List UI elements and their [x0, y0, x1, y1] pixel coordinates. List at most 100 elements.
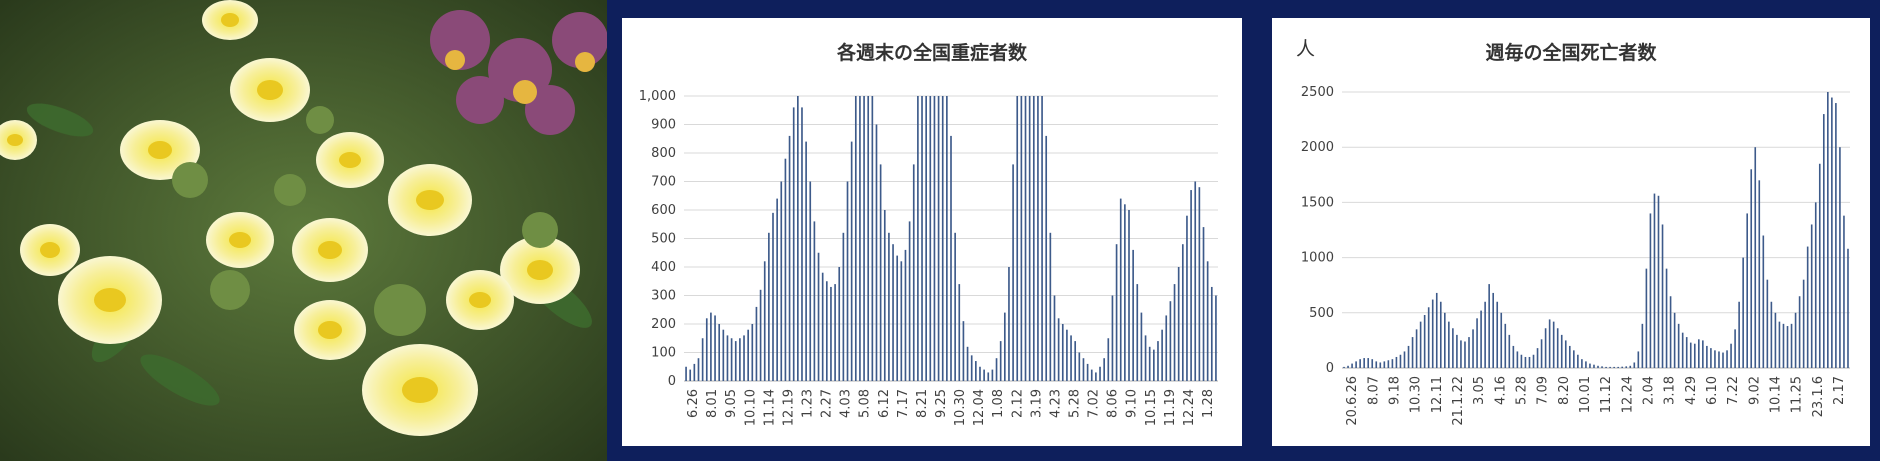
x-tick-label: 10.10 — [743, 389, 758, 426]
bar — [739, 338, 741, 381]
bar — [817, 252, 820, 381]
bar — [1512, 345, 1515, 368]
flower-photo — [0, 0, 607, 461]
bar — [1194, 181, 1197, 381]
bar — [1782, 323, 1785, 368]
bar — [1504, 323, 1507, 368]
y-tick-label: 200 — [651, 317, 676, 332]
x-tick-label: 21.1.22 — [1451, 376, 1466, 426]
bar — [689, 369, 692, 381]
bar — [1827, 92, 1829, 368]
bar — [1794, 312, 1797, 368]
x-tick-label: 7.09 — [1536, 376, 1551, 405]
bar — [888, 232, 890, 381]
bar — [1153, 349, 1155, 381]
bar — [1605, 366, 1607, 368]
bar — [1165, 315, 1168, 381]
bar — [1766, 279, 1769, 368]
x-tick-label: 9.18 — [1387, 376, 1402, 405]
bar — [904, 249, 907, 381]
bar — [995, 358, 998, 381]
bar — [1593, 364, 1595, 368]
bar — [1544, 328, 1547, 368]
bar — [1415, 329, 1418, 368]
bar — [1202, 227, 1205, 381]
bar — [1492, 292, 1494, 368]
bar — [1500, 312, 1503, 368]
bar — [1589, 363, 1591, 368]
bar — [1661, 224, 1664, 368]
bar — [1814, 202, 1817, 368]
bar — [983, 369, 985, 381]
bar — [776, 198, 778, 381]
x-tick-label: 7.02 — [1087, 389, 1102, 418]
bar — [1103, 358, 1105, 381]
bar — [1810, 224, 1813, 368]
bar — [1041, 96, 1043, 381]
bar — [1831, 97, 1833, 369]
x-tick-label: 3.05 — [1472, 376, 1487, 405]
y-tick-label: 0 — [1326, 361, 1334, 376]
bar — [1464, 341, 1466, 368]
bar — [718, 324, 721, 381]
x-tick-label: 10.01 — [1578, 376, 1593, 413]
bar — [1391, 359, 1394, 368]
x-tick-label: 1.08 — [991, 389, 1006, 418]
y-tick-label: 300 — [651, 289, 676, 304]
bar — [1802, 279, 1805, 368]
x-tick-label: 2.27 — [820, 389, 835, 418]
bar — [1673, 312, 1676, 368]
x-tick-label: 4.03 — [839, 389, 854, 418]
bar — [1086, 363, 1089, 381]
bar — [892, 244, 894, 381]
bar — [1790, 323, 1793, 368]
bar — [1770, 301, 1773, 368]
bar — [1806, 246, 1809, 368]
bar — [946, 96, 948, 381]
bar — [954, 232, 956, 381]
bar — [941, 96, 944, 381]
y-tick-label: 1000 — [1301, 251, 1334, 266]
bar — [1439, 301, 1442, 368]
y-tick-label: 900 — [651, 118, 676, 133]
bar — [1710, 348, 1712, 368]
x-tick-label: 10.30 — [1409, 376, 1424, 413]
y-tick-label: 2000 — [1301, 140, 1334, 155]
bar — [1186, 215, 1188, 381]
x-tick-label: 12.04 — [972, 389, 987, 426]
bar — [1818, 163, 1821, 368]
bar — [714, 315, 716, 381]
bar — [1181, 244, 1184, 381]
bar — [1375, 361, 1378, 368]
y-tick-label: 1,000 — [639, 89, 676, 104]
y-tick-label: 500 — [1309, 306, 1334, 321]
bar — [1177, 267, 1180, 381]
x-tick-label: 6.12 — [877, 389, 892, 418]
bar — [1403, 351, 1406, 368]
bar — [1367, 358, 1370, 368]
bar — [999, 341, 1002, 381]
x-tick-label: 5.08 — [858, 389, 873, 418]
bar — [1190, 190, 1192, 381]
bar — [701, 338, 704, 381]
bar — [1528, 356, 1531, 368]
bar — [908, 221, 911, 381]
bar — [1564, 340, 1567, 368]
x-tick-label: 5.28 — [1514, 376, 1529, 405]
bar — [685, 366, 687, 381]
x-tick-label: 3.19 — [1029, 389, 1044, 418]
bar — [1617, 366, 1619, 368]
bar — [1472, 329, 1474, 368]
bar — [1597, 365, 1599, 368]
bar — [1480, 310, 1482, 368]
x-tick-label: 12.11 — [1430, 376, 1445, 413]
bar — [1115, 244, 1118, 381]
bar — [1637, 351, 1640, 368]
unit-label: 人 — [1296, 38, 1316, 60]
bar — [1746, 213, 1748, 368]
bar — [962, 321, 965, 381]
bar — [1355, 361, 1357, 368]
bar — [950, 135, 952, 381]
bar — [1448, 321, 1450, 368]
x-tick-label: 3.18 — [1663, 376, 1678, 405]
